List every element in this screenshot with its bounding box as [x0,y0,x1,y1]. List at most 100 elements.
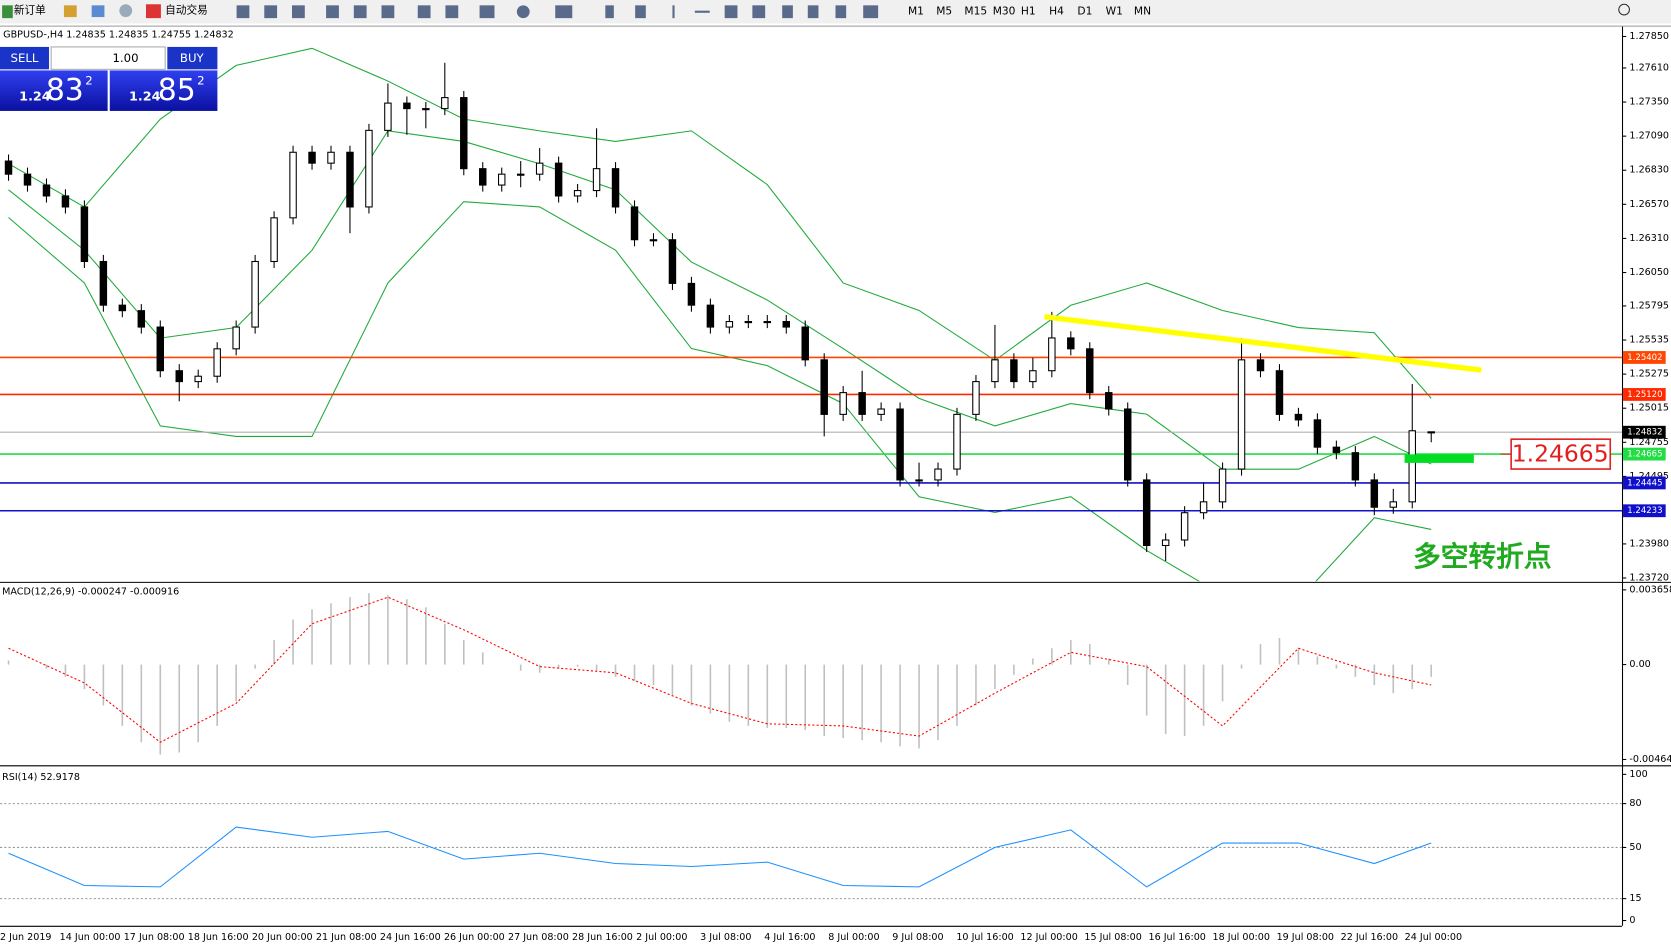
candle-body [668,239,677,284]
level-tag [1623,388,1666,401]
lots-field[interactable] [50,46,166,70]
x-tick-label: 22 Jul 16:00 [1341,932,1398,943]
candle-body [365,129,373,208]
chart-area [0,23,1671,945]
rsi-label: RSI(14) 52.9178 [2,772,80,783]
y-tick-label: 1.27350 [1629,97,1669,108]
auto-trading[interactable]: 自动交易 [165,4,208,17]
buy-button[interactable] [167,46,218,70]
zone-marker[interactable] [1404,454,1474,463]
timeframe[interactable]: M15 [964,5,987,18]
candle-body [573,190,582,197]
timeframe[interactable]: H1 [1021,5,1036,18]
y-tick-label: 1.26050 [1629,267,1669,278]
timeframe[interactable]: D1 [1077,5,1092,18]
candle-body [1067,337,1075,350]
y-tick-label: 100 [1629,769,1647,780]
candle-body [1142,479,1151,547]
y-tick-label: 1.27090 [1629,131,1669,142]
sell-button[interactable] [0,46,50,70]
y-tick-label: 1.25795 [1629,300,1669,311]
timeframe[interactable]: M30 [993,5,1016,18]
trend-line[interactable] [1044,314,1482,373]
price-tag [1623,425,1666,439]
search-icon[interactable] [1618,3,1630,16]
candle-body [118,304,127,312]
timeframe[interactable]: W1 [1106,5,1123,18]
timeframe[interactable]: M5 [936,5,952,18]
bid-box[interactable] [0,70,108,111]
y-tick-label: 1.25015 [1629,403,1669,414]
timeframe[interactable]: H4 [1049,5,1064,18]
y-tick-label: 1.23980 [1629,538,1669,549]
candle-body [611,168,620,208]
candle-body [1389,501,1398,508]
annotation: 多空转折点 [1413,540,1551,573]
x-tick-label: 27 Jun 08:00 [508,932,569,943]
candle-body [251,260,259,328]
candle-body [725,321,734,328]
icon[interactable] [119,4,133,18]
x-tick-label: 3 Jul 08:00 [700,932,751,943]
timeframes: M1 M5 M15 M30 H1 H4 D1 W1 MN [908,5,1151,18]
candle-body [61,195,70,208]
candle-body [460,97,468,170]
tool-icons[interactable] [236,5,879,19]
x-tick-label: 24 Jul 00:00 [1405,932,1462,943]
timeframe[interactable]: MN [1134,5,1151,18]
x-tick-label: 17 Jun 08:00 [124,932,185,943]
y-tick-label: 80 [1629,798,1641,809]
icon[interactable] [2,5,13,19]
price-box [1510,438,1612,470]
icon[interactable] [91,5,105,18]
candle-body [1408,430,1416,503]
y-tick-label: 0.00 [1629,659,1650,670]
buy-label[interactable]: BUY [180,51,205,65]
x-tick-label: 16 Jul 16:00 [1148,932,1205,943]
candle-body [422,108,430,111]
candle-body [801,326,809,361]
candle-body [1161,539,1170,547]
candle-body [1351,452,1360,481]
level-tag [1623,476,1666,490]
candle-body [1313,419,1322,448]
x-tick-label: 26 Jun 00:00 [444,932,505,943]
y-tick-label: 1.26310 [1629,233,1669,244]
timeframe[interactable]: M1 [908,5,924,18]
candle-body [991,359,999,383]
icon[interactable] [145,4,161,19]
candle-body [403,102,411,110]
lots[interactable]: 1.00 [112,51,138,65]
band-middle [8,130,1432,470]
signal-line [8,596,1432,743]
candle-body [1427,431,1435,434]
price-label: 1.24832 [1627,428,1662,438]
y-tick-label: 50 [1629,842,1641,853]
sell-label[interactable]: SELL [11,51,39,65]
candle-body [1218,468,1227,503]
candle-body [858,392,866,415]
candle-body [1123,408,1132,481]
candle-body [706,304,715,328]
candle-body [915,479,923,482]
one-click-panel: SELL 1.00 BUY 1.24 83 2 1.24 85 2 [0,46,218,111]
candle-body [213,348,221,377]
candle-body [554,162,563,197]
ask-box[interactable] [109,70,218,111]
candle-body [972,381,980,415]
x-tick-label: 12 Jul 00:00 [1020,932,1077,943]
candle-body [1029,370,1037,383]
candle-body [820,359,828,415]
new-order[interactable]: 新订单 [14,4,46,17]
candle-body [23,173,32,186]
candle-body [1332,446,1341,454]
candle-body [687,282,696,306]
ask-prefix: 1.24 [129,90,161,105]
ask-big: 85 [158,73,196,108]
x-tick-label: 2 Jun 2019 [0,932,52,943]
y-tick-label: 15 [1629,893,1641,904]
x-tick-label: 4 Jul 16:00 [764,932,815,943]
candle-body [1086,348,1094,394]
icon[interactable] [63,5,77,18]
